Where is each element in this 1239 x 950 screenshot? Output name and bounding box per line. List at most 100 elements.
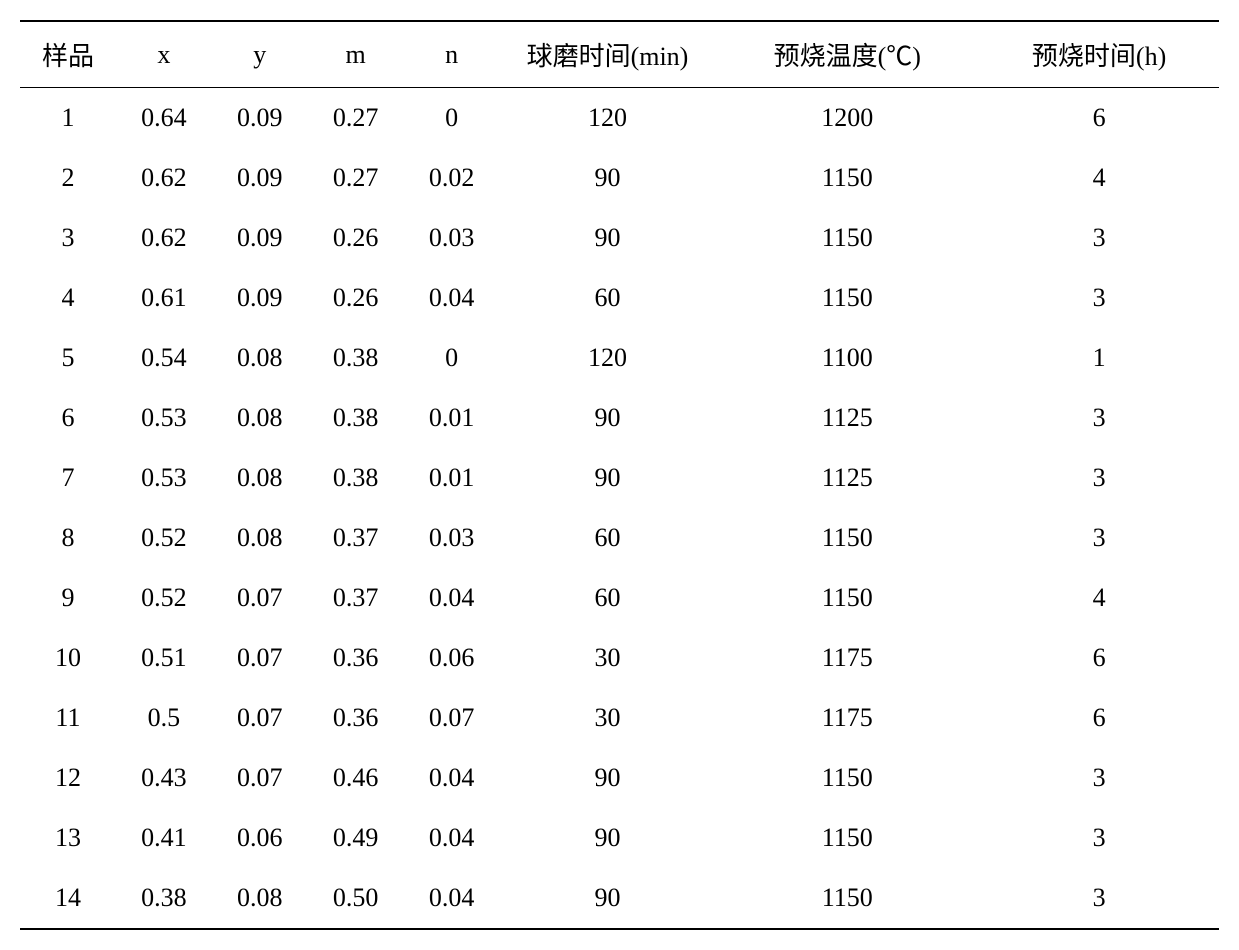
table-cell: 0.02 bbox=[404, 148, 500, 208]
table-cell: 0.27 bbox=[308, 148, 404, 208]
table-cell: 0.53 bbox=[116, 448, 212, 508]
table-row: 50.540.080.38012011001 bbox=[20, 328, 1219, 388]
table-cell: 4 bbox=[20, 268, 116, 328]
table-cell: 0.52 bbox=[116, 568, 212, 628]
table-cell: 1100 bbox=[715, 328, 979, 388]
table-cell: 0.04 bbox=[404, 748, 500, 808]
table-cell: 0.50 bbox=[308, 868, 404, 929]
table-cell: 3 bbox=[979, 388, 1219, 448]
table-row: 30.620.090.260.039011503 bbox=[20, 208, 1219, 268]
table-cell: 1150 bbox=[715, 148, 979, 208]
table-cell: 6 bbox=[20, 388, 116, 448]
table-row: 120.430.070.460.049011503 bbox=[20, 748, 1219, 808]
table-cell: 0.07 bbox=[212, 568, 308, 628]
table-cell: 90 bbox=[500, 808, 716, 868]
table-cell: 0.26 bbox=[308, 268, 404, 328]
table-cell: 6 bbox=[979, 88, 1219, 149]
table-cell: 90 bbox=[500, 748, 716, 808]
table-cell: 0.04 bbox=[404, 808, 500, 868]
table-cell: 1150 bbox=[715, 808, 979, 868]
table-cell: 1 bbox=[20, 88, 116, 149]
table-cell: 0.08 bbox=[212, 868, 308, 929]
table-cell: 0.54 bbox=[116, 328, 212, 388]
table-cell: 0.04 bbox=[404, 568, 500, 628]
table-cell: 0.01 bbox=[404, 388, 500, 448]
header-row: 样品 x y m n 球磨时间(min) 预烧温度(℃) 预烧时间(h) bbox=[20, 21, 1219, 88]
table-cell: 3 bbox=[979, 508, 1219, 568]
header-m: m bbox=[308, 21, 404, 88]
table-cell: 1125 bbox=[715, 388, 979, 448]
table-cell: 6 bbox=[979, 628, 1219, 688]
table-cell: 0.03 bbox=[404, 508, 500, 568]
header-x: x bbox=[116, 21, 212, 88]
table-cell: 0.07 bbox=[212, 688, 308, 748]
table-cell: 60 bbox=[500, 268, 716, 328]
header-mill-time: 球磨时间(min) bbox=[500, 21, 716, 88]
table-cell: 0.06 bbox=[212, 808, 308, 868]
table-cell: 0.38 bbox=[308, 448, 404, 508]
table-cell: 0.04 bbox=[404, 268, 500, 328]
table-cell: 0 bbox=[404, 88, 500, 149]
table-cell: 0.27 bbox=[308, 88, 404, 149]
table-cell: 3 bbox=[979, 748, 1219, 808]
table-cell: 1150 bbox=[715, 748, 979, 808]
table-cell: 0.08 bbox=[212, 388, 308, 448]
table-cell: 90 bbox=[500, 208, 716, 268]
table-row: 60.530.080.380.019011253 bbox=[20, 388, 1219, 448]
data-table: 样品 x y m n 球磨时间(min) 预烧温度(℃) 预烧时间(h) 10.… bbox=[20, 20, 1219, 930]
table-cell: 3 bbox=[979, 868, 1219, 929]
table-cell: 0.37 bbox=[308, 508, 404, 568]
table-cell: 0.46 bbox=[308, 748, 404, 808]
table-cell: 1150 bbox=[715, 208, 979, 268]
table-cell: 3 bbox=[979, 268, 1219, 328]
table-cell: 12 bbox=[20, 748, 116, 808]
table-cell: 30 bbox=[500, 688, 716, 748]
table-cell: 0.38 bbox=[116, 868, 212, 929]
table-cell: 0 bbox=[404, 328, 500, 388]
table-cell: 0.07 bbox=[404, 688, 500, 748]
table-cell: 0.38 bbox=[308, 388, 404, 448]
table-row: 80.520.080.370.036011503 bbox=[20, 508, 1219, 568]
table-cell: 0.36 bbox=[308, 688, 404, 748]
table-cell: 10 bbox=[20, 628, 116, 688]
table-cell: 90 bbox=[500, 868, 716, 929]
table-row: 140.380.080.500.049011503 bbox=[20, 868, 1219, 929]
table-cell: 0.38 bbox=[308, 328, 404, 388]
table-cell: 0.06 bbox=[404, 628, 500, 688]
table-row: 110.50.070.360.073011756 bbox=[20, 688, 1219, 748]
table-cell: 0.5 bbox=[116, 688, 212, 748]
table-cell: 3 bbox=[979, 448, 1219, 508]
table-cell: 1175 bbox=[715, 688, 979, 748]
table-cell: 0.09 bbox=[212, 208, 308, 268]
table-row: 10.640.090.27012012006 bbox=[20, 88, 1219, 149]
table-row: 70.530.080.380.019011253 bbox=[20, 448, 1219, 508]
table-body: 10.640.090.2701201200620.620.090.270.029… bbox=[20, 88, 1219, 930]
table-cell: 1150 bbox=[715, 508, 979, 568]
table-cell: 3 bbox=[20, 208, 116, 268]
table-cell: 120 bbox=[500, 328, 716, 388]
table-row: 90.520.070.370.046011504 bbox=[20, 568, 1219, 628]
table-cell: 14 bbox=[20, 868, 116, 929]
table-cell: 0.61 bbox=[116, 268, 212, 328]
table-cell: 90 bbox=[500, 148, 716, 208]
table-cell: 0.53 bbox=[116, 388, 212, 448]
table-cell: 0.49 bbox=[308, 808, 404, 868]
table-cell: 1125 bbox=[715, 448, 979, 508]
header-y: y bbox=[212, 21, 308, 88]
table-cell: 0.09 bbox=[212, 148, 308, 208]
table-cell: 0.26 bbox=[308, 208, 404, 268]
table-cell: 6 bbox=[979, 688, 1219, 748]
table-cell: 0.07 bbox=[212, 628, 308, 688]
table-cell: 4 bbox=[979, 148, 1219, 208]
table-cell: 0.64 bbox=[116, 88, 212, 149]
table-cell: 90 bbox=[500, 448, 716, 508]
table-cell: 0.37 bbox=[308, 568, 404, 628]
table-cell: 1175 bbox=[715, 628, 979, 688]
table-cell: 1150 bbox=[715, 268, 979, 328]
header-n: n bbox=[404, 21, 500, 88]
table-cell: 0.52 bbox=[116, 508, 212, 568]
table-cell: 0.09 bbox=[212, 268, 308, 328]
table-cell: 1200 bbox=[715, 88, 979, 149]
table-cell: 7 bbox=[20, 448, 116, 508]
table-cell: 0.07 bbox=[212, 748, 308, 808]
